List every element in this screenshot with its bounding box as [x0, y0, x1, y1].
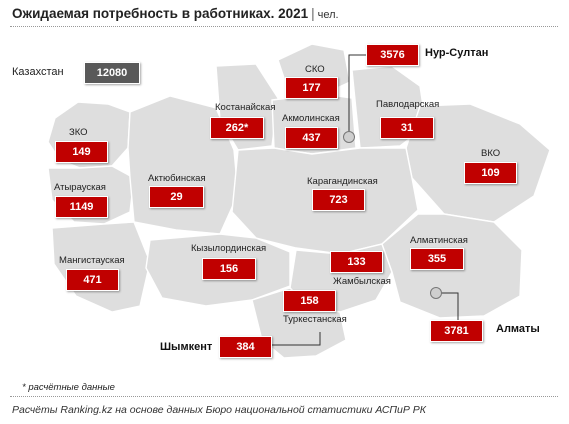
city-marker-nursultan [343, 131, 355, 143]
leader-line-shymkent [272, 332, 321, 346]
region-label-kyzylorda: Кызылординская [191, 243, 267, 254]
region-label-kostanay: Костанайская [215, 102, 276, 113]
region-label-akmola: Акмолинская [282, 113, 340, 124]
title-separator: | [311, 6, 315, 21]
region-value-zhambyl: 133 [330, 251, 383, 273]
region-shape-mangistau [51, 221, 151, 313]
footnote: * расчётные данные [22, 382, 115, 393]
city-label-shymkent: Шымкент [160, 341, 213, 353]
region-label-atyrau: Атырауская [54, 182, 106, 193]
region-value-aktobe: 29 [149, 186, 204, 208]
city-value-shymkent: 384 [219, 336, 272, 358]
city-label-nursultan: Нур-Султан [425, 47, 489, 59]
total-value-box: 12080 [84, 62, 140, 84]
region-label-aktobe: Актюбинская [148, 173, 206, 184]
region-value-akmola: 437 [285, 127, 338, 149]
region-value-turkestan: 158 [283, 290, 336, 312]
source-note: Расчёты Ranking.kz на основе данных Бюро… [12, 404, 426, 416]
leader-line-nursultan [348, 54, 366, 137]
region-value-vko: 109 [464, 162, 517, 184]
region-value-mangistau: 471 [66, 269, 119, 291]
region-value-almaty-region: 355 [410, 248, 464, 270]
leader-line-almaty [436, 292, 459, 324]
title-unit: чел. [317, 9, 339, 21]
region-label-zhambyl: Жамбылская [333, 276, 391, 287]
city-value-nursultan: 3576 [366, 44, 419, 66]
region-value-karaganda: 723 [312, 189, 365, 211]
city-label-almaty: Алматы [496, 323, 540, 335]
region-value-zko: 149 [55, 141, 108, 163]
region-label-zko: ЗКО [69, 127, 88, 138]
top-divider [10, 26, 558, 27]
region-label-turkestan: Туркестанская [283, 314, 347, 325]
region-value-kostanay: 262* [210, 117, 264, 139]
bottom-divider [10, 396, 558, 397]
total-label: Казахстан [12, 66, 64, 78]
region-label-pavlodar: Павлодарская [376, 99, 440, 110]
region-value-atyrau: 1149 [55, 196, 108, 218]
region-label-karaganda: Карагандинская [307, 176, 378, 187]
region-value-sko: 177 [285, 77, 338, 99]
region-label-mangistau: Мангистауская [59, 255, 125, 266]
chart-title: Ожидаемая потребность в работниках. 2021… [12, 6, 339, 21]
city-value-almaty: 3781 [430, 320, 483, 342]
region-value-pavlodar: 31 [380, 117, 434, 139]
region-label-vko: ВКО [481, 148, 501, 159]
region-label-sko: СКО [305, 64, 325, 75]
city-marker-almaty [430, 287, 442, 299]
region-label-almaty-region: Алматинская [410, 235, 468, 246]
region-value-kyzylorda: 156 [202, 258, 256, 280]
title-text: Ожидаемая потребность в работниках. 2021 [12, 6, 309, 21]
